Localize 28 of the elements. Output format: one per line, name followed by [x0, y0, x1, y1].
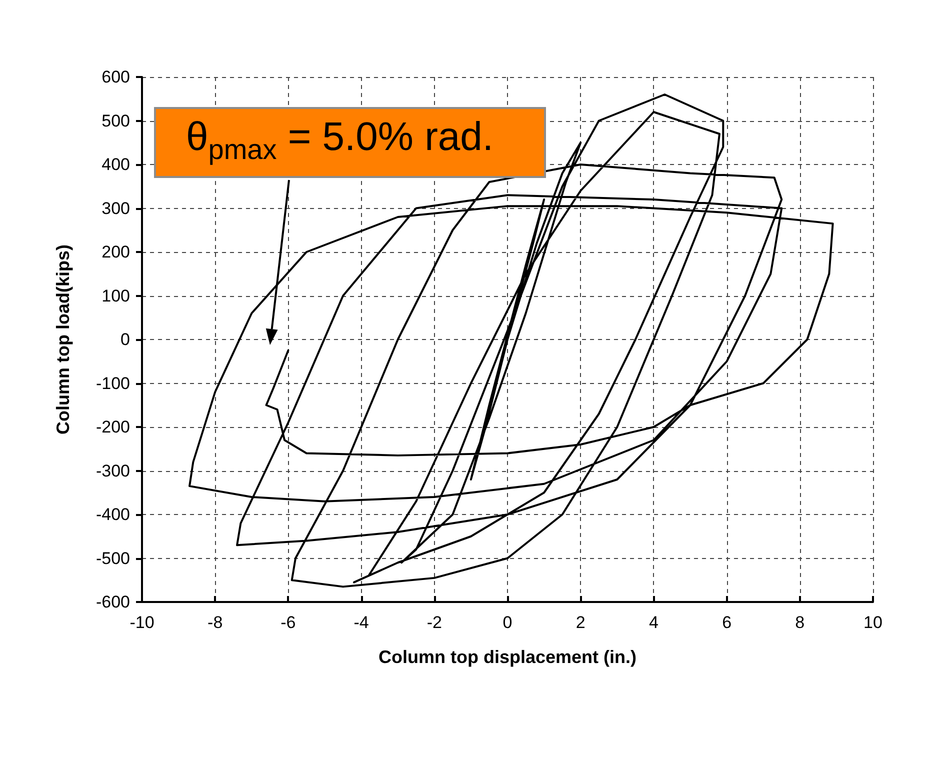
y-axis-title: Column top load(kips) — [53, 244, 73, 434]
x-tick-label: 0 — [502, 613, 512, 632]
y-tick-label: 0 — [120, 330, 130, 349]
x-tick-label: -10 — [130, 613, 154, 632]
y-tick-label: 400 — [102, 155, 130, 174]
x-tick-label: -2 — [426, 613, 442, 632]
x-tick-label: 8 — [795, 613, 805, 632]
y-tick-label: -100 — [96, 374, 130, 393]
x-axis-title: Column top displacement (in.) — [378, 647, 637, 667]
x-tick-label: -8 — [208, 613, 223, 632]
line-series — [188, 94, 834, 588]
y-tick-label: 300 — [102, 198, 130, 218]
x-tick-label: -4 — [354, 613, 369, 632]
y-tick-label: -600 — [96, 592, 130, 612]
y-tick-label: -200 — [96, 418, 130, 436]
y-tick-label: -500 — [96, 548, 130, 568]
x-tick-label: 6 — [722, 613, 732, 632]
x-tick-label: 4 — [648, 613, 658, 632]
y-tick-label: 600 — [102, 68, 130, 86]
x-tick-label: 2 — [576, 613, 586, 632]
y-tick-label: -400 — [96, 505, 130, 524]
y-tick-label: 200 — [102, 242, 130, 262]
annotation: θ$_{pmax}$ = 5.0% rad. — [154, 107, 546, 178]
y-tick-label: 100 — [102, 286, 130, 306]
x-tick-label: 10 — [864, 613, 882, 632]
y-tick-label: 500 — [102, 111, 130, 130]
y-tick-label: -300 — [96, 461, 130, 480]
x-tick-label: -6 — [280, 613, 296, 632]
